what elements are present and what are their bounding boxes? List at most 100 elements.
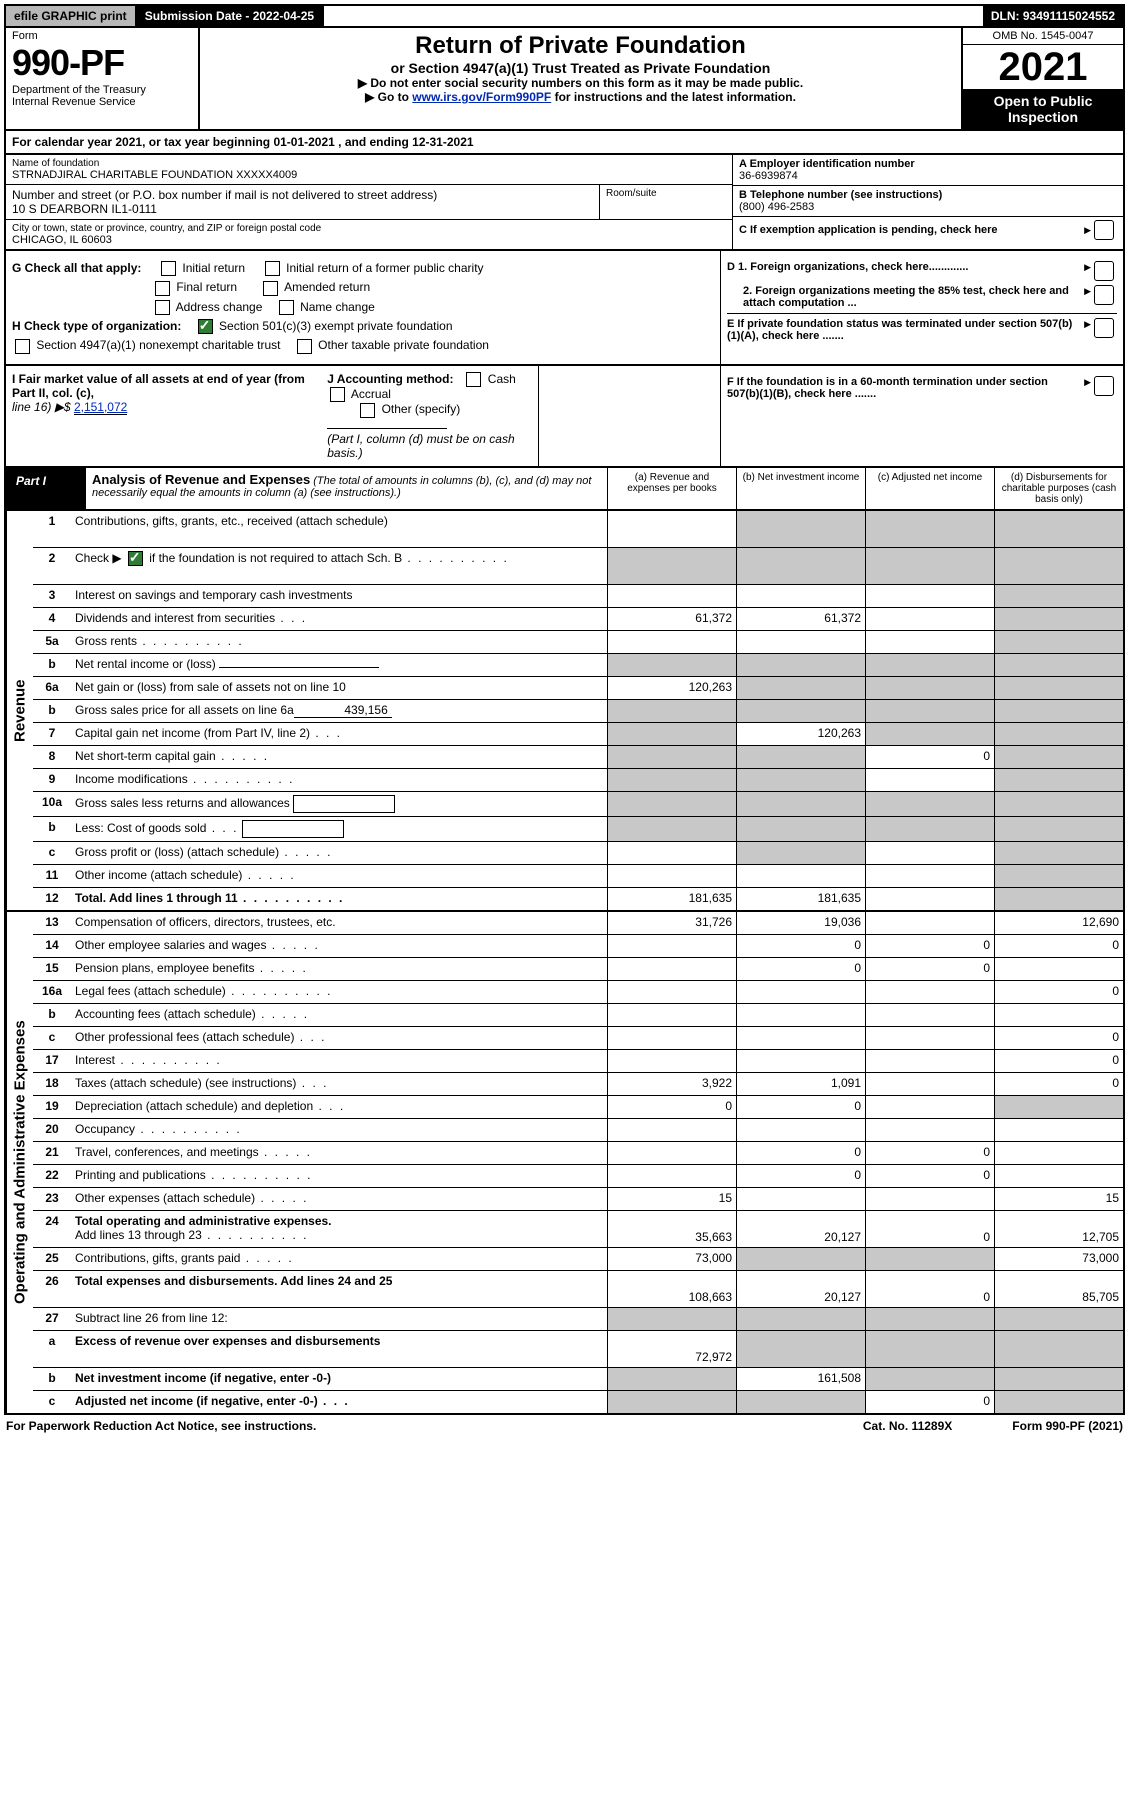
final-return-checkbox[interactable] (155, 281, 170, 296)
row-27: 27Subtract line 26 from line 12: (33, 1308, 1123, 1331)
info-right: A Employer identification number 36-6939… (732, 155, 1123, 249)
e-checkbox[interactable] (1094, 318, 1114, 338)
fmv-value-link[interactable]: 2,151,072 (74, 400, 127, 415)
info-left: Name of foundation STRNADJIRAL CHARITABL… (6, 155, 732, 249)
row-19: 19Depreciation (attach schedule) and dep… (33, 1096, 1123, 1119)
row-16c-desc: Other professional fees (attach schedule… (71, 1027, 607, 1049)
form-number: 990-PF (12, 42, 192, 84)
name-change-checkbox[interactable] (279, 300, 294, 315)
r18-a: 3,922 (607, 1073, 736, 1095)
r14-d: 0 (994, 935, 1123, 957)
form990pf-link[interactable]: www.irs.gov/Form990PF (412, 90, 551, 104)
d1-row: D 1. Foreign organizations, check here..… (727, 261, 1117, 281)
cash-checkbox[interactable] (466, 372, 481, 387)
g-row-3: Address change Name change (12, 300, 714, 315)
i-label: I Fair market value of all assets at end… (12, 372, 305, 400)
arrow-icon (1084, 224, 1091, 236)
row-2: 2 Check ▶ if the foundation is not requi… (33, 548, 1123, 585)
row-18-desc: Taxes (attach schedule) (see instruction… (71, 1073, 607, 1095)
r17-d: 0 (994, 1050, 1123, 1072)
row-22-desc: Printing and publications (71, 1165, 607, 1187)
r27b-b: 161,508 (736, 1368, 865, 1390)
initial-public-checkbox[interactable] (265, 261, 280, 276)
d2-row: 2. Foreign organizations meeting the 85%… (727, 285, 1117, 309)
r26-b: 20,127 (736, 1271, 865, 1307)
ij-spacer (539, 366, 721, 466)
r2-pre: Check ▶ (75, 551, 122, 565)
r27a-a: 72,972 (607, 1331, 736, 1367)
address-row: Number and street (or P.O. box number if… (6, 185, 732, 220)
foundation-name-row: Name of foundation STRNADJIRAL CHARITABL… (6, 155, 732, 185)
cash-label: Cash (488, 372, 516, 386)
j-block: J Accounting method: Cash Accrual Other … (327, 372, 532, 460)
row-8-desc: Net short-term capital gain (71, 746, 607, 768)
header-note-1: ▶ Do not enter social security numbers o… (204, 76, 957, 90)
row-5b: bNet rental income or (loss) (33, 654, 1123, 677)
row-26: 26Total expenses and disbursements. Add … (33, 1271, 1123, 1308)
note2-post: for instructions and the latest informat… (551, 90, 796, 104)
r22-b: 0 (736, 1165, 865, 1187)
d2-label: 2. Foreign organizations meeting the 85%… (743, 285, 1069, 309)
r14-c: 0 (865, 935, 994, 957)
name-label: Name of foundation (12, 158, 726, 169)
calendar-year-row: For calendar year 2021, or tax year begi… (4, 131, 1125, 155)
city-row: City or town, state or province, country… (6, 220, 732, 249)
row-16a: 16aLegal fees (attach schedule) 0 (33, 981, 1123, 1004)
row-20-desc: Occupancy (71, 1119, 607, 1141)
4947-label: Section 4947(a)(1) nonexempt charitable … (36, 338, 280, 352)
row-16b-desc: Accounting fees (attach schedule) (71, 1004, 607, 1026)
r7-b: 120,263 (736, 723, 865, 745)
expenses-side-label: Operating and Administrative Expenses (6, 912, 33, 1413)
row-23: 23Other expenses (attach schedule) 1515 (33, 1188, 1123, 1211)
revenue-side-label: Revenue (6, 511, 33, 910)
h-row-2: Section 4947(a)(1) nonexempt charitable … (12, 338, 714, 353)
omb-number: OMB No. 1545-0047 (963, 28, 1123, 45)
dln-label: DLN: 93491115024552 (983, 6, 1123, 26)
row-10a-desc: Gross sales less returns and allowances (71, 792, 607, 816)
row-21: 21Travel, conferences, and meetings 00 (33, 1142, 1123, 1165)
row-2-desc: Check ▶ if the foundation is not require… (71, 548, 607, 584)
initial-public-label: Initial return of a former public charit… (286, 261, 483, 275)
row-3: 3Interest on savings and temporary cash … (33, 585, 1123, 608)
row-1-desc: Contributions, gifts, grants, etc., rece… (71, 511, 607, 547)
address-change-checkbox[interactable] (155, 300, 170, 315)
initial-return-checkbox[interactable] (161, 261, 176, 276)
row-27a-desc: Excess of revenue over expenses and disb… (71, 1331, 607, 1367)
row-12-desc: Total. Add lines 1 through 11 (71, 888, 607, 910)
row-1: 1Contributions, gifts, grants, etc., rec… (33, 511, 1123, 548)
phone-label: B Telephone number (see instructions) (739, 189, 942, 201)
accrual-checkbox[interactable] (330, 387, 345, 402)
other-method-checkbox[interactable] (360, 403, 375, 418)
header-left: Form 990-PF Department of the Treasury I… (6, 28, 200, 129)
f-block: F If the foundation is in a 60-month ter… (721, 366, 1123, 466)
g-row: G Check all that apply: Initial return I… (12, 261, 714, 276)
amended-return-checkbox[interactable] (263, 281, 278, 296)
d1-label: D 1. Foreign organizations, check here..… (727, 261, 968, 273)
row-8: 8Net short-term capital gain 0 (33, 746, 1123, 769)
row-5a-desc: Gross rents (71, 631, 607, 653)
schb-checkbox[interactable] (128, 551, 143, 566)
4947-checkbox[interactable] (15, 339, 30, 354)
g-label: G Check all that apply: (12, 261, 141, 275)
exemption-checkbox[interactable] (1094, 220, 1114, 240)
efile-print-button[interactable]: efile GRAPHIC print (6, 6, 137, 26)
top-bar: efile GRAPHIC print Submission Date - 20… (4, 4, 1125, 28)
expenses-rows: 13Compensation of officers, directors, t… (33, 912, 1123, 1413)
row-7: 7Capital gain net income (from Part IV, … (33, 723, 1123, 746)
row-27a: aExcess of revenue over expenses and dis… (33, 1331, 1123, 1368)
page-footer: For Paperwork Reduction Act Notice, see … (4, 1415, 1125, 1437)
d1-checkbox[interactable] (1094, 261, 1114, 281)
d2-checkbox[interactable] (1094, 285, 1114, 305)
f-checkbox[interactable] (1094, 376, 1114, 396)
row-17-desc: Interest (71, 1050, 607, 1072)
row-11: 11Other income (attach schedule) (33, 865, 1123, 888)
r15-c: 0 (865, 958, 994, 980)
501c3-checkbox[interactable] (198, 319, 213, 334)
r4-a: 61,372 (607, 608, 736, 630)
amended-return-label: Amended return (284, 280, 370, 294)
other-taxable-checkbox[interactable] (297, 339, 312, 354)
arrow-icon (1084, 261, 1091, 281)
501c3-label: Section 501(c)(3) exempt private foundat… (219, 319, 452, 333)
row-25-desc: Contributions, gifts, grants paid (71, 1248, 607, 1270)
phone-value: (800) 496-2583 (739, 201, 814, 213)
